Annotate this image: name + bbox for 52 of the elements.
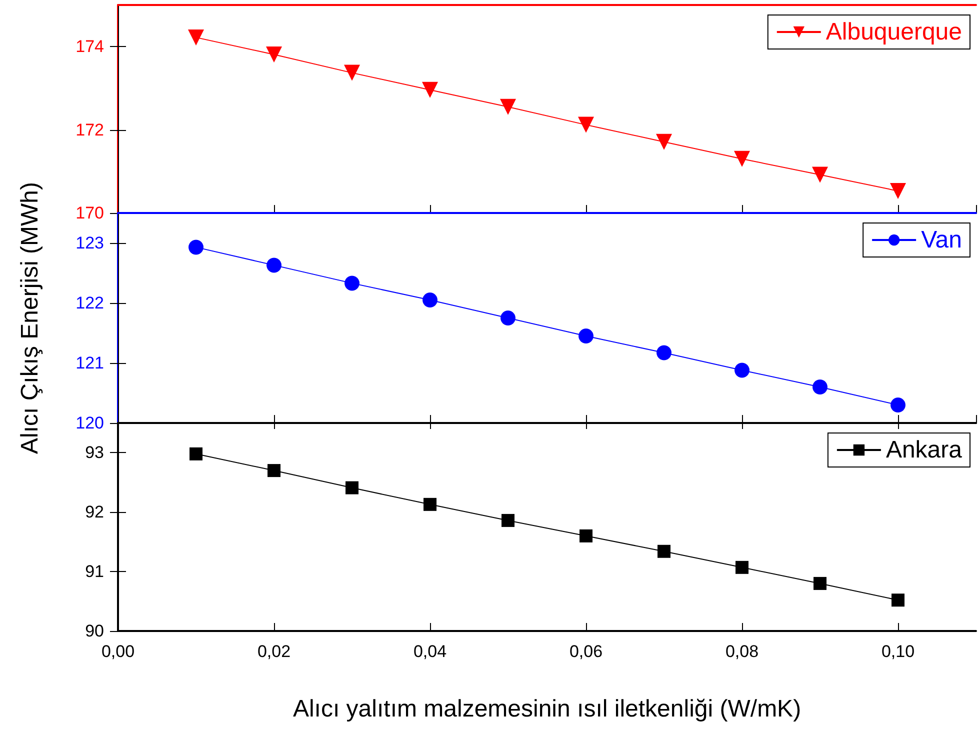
y-tick-label: 120 [76,414,104,432]
y-tick-label: 170 [76,204,104,222]
point [580,529,592,542]
y-tick-label: 90 [85,622,104,640]
y-tick-label: 93 [85,443,104,462]
x-tick-label: 0,08 [725,642,759,661]
point [266,258,282,273]
point [344,64,360,81]
point [346,481,358,494]
point [656,345,672,360]
y-tick-label: 91 [85,562,104,582]
point [266,46,282,63]
y-tick-label: 122 [76,294,104,312]
x-tick-label: 0,10 [881,642,915,661]
point [502,514,514,527]
point [658,544,670,558]
point [814,576,826,590]
point [812,380,828,394]
point [578,116,594,133]
point [500,310,516,326]
point [734,362,750,378]
legend-label: Van [921,226,962,254]
y-tick-label: 92 [85,502,104,522]
legend-label: Ankara [886,436,963,464]
y-axis-title: Alıcı Çıkış Enerjisi (MWh) [16,182,44,454]
point [578,328,594,344]
point [734,150,750,167]
point [892,594,904,607]
point [422,292,438,308]
y-tick-label: 172 [76,120,104,140]
legend-label: Albuquerque [826,18,962,46]
x-tick-label: 0,00 [101,642,135,661]
point [344,276,360,291]
x-tick-label: 0,02 [257,642,291,661]
point [190,447,202,460]
point [500,98,516,115]
point [736,560,748,574]
point [424,498,436,511]
x-tick-label: 0,06 [569,642,603,661]
y-tick-label: 121 [76,354,104,372]
point [890,182,906,199]
y-tick-label: 174 [76,37,104,56]
point [188,240,204,255]
x-tick-label: 0,04 [413,642,447,661]
point [812,166,828,183]
point [890,398,906,412]
point [188,29,204,46]
point [268,464,280,478]
x-axis-title: Alıcı yalıtım malzemesinin ısıl iletkenliği (W/mK) [292,696,802,722]
point [422,82,438,98]
point [656,134,672,150]
y-tick-label: 123 [76,234,104,252]
